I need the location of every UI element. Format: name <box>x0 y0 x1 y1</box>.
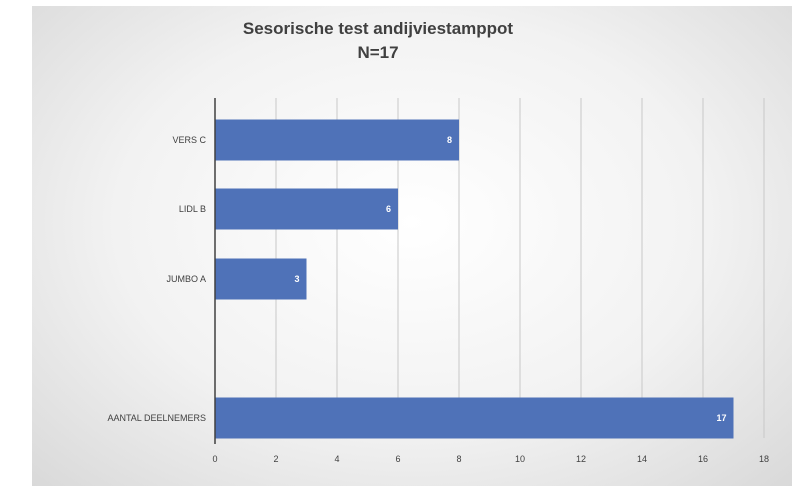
bar <box>215 258 307 300</box>
x-tick-label: 18 <box>759 454 769 464</box>
bar <box>215 188 398 230</box>
data-label: 8 <box>447 135 452 145</box>
category-label: VERS C <box>172 135 206 145</box>
x-tick-label: 10 <box>515 454 525 464</box>
x-tick-label: 16 <box>698 454 708 464</box>
x-tick-label: 0 <box>212 454 217 464</box>
bar <box>215 119 459 161</box>
category-label: LIDL B <box>179 204 206 214</box>
x-tick-label: 8 <box>456 454 461 464</box>
data-label: 6 <box>386 204 391 214</box>
bar-chart: Sesorische test andijviestamppot N=17 0 2… <box>107 19 769 464</box>
x-tick-label: 12 <box>576 454 586 464</box>
chart-subtitle: N=17 <box>357 43 398 62</box>
x-tick-label: 2 <box>273 454 278 464</box>
x-tick-label: 6 <box>395 454 400 464</box>
category-label: JUMBO A <box>166 274 206 284</box>
bar <box>215 397 734 439</box>
category-label: AANTAL DEELNEMERS <box>107 413 206 423</box>
data-label: 3 <box>294 274 299 284</box>
x-tick-label: 4 <box>334 454 339 464</box>
chart-area: Sesorische test andijviestamppot N=17 0 2… <box>32 6 792 486</box>
x-tick-label: 14 <box>637 454 647 464</box>
chart-title: Sesorische test andijviestamppot <box>243 19 514 38</box>
data-label: 17 <box>716 413 726 423</box>
